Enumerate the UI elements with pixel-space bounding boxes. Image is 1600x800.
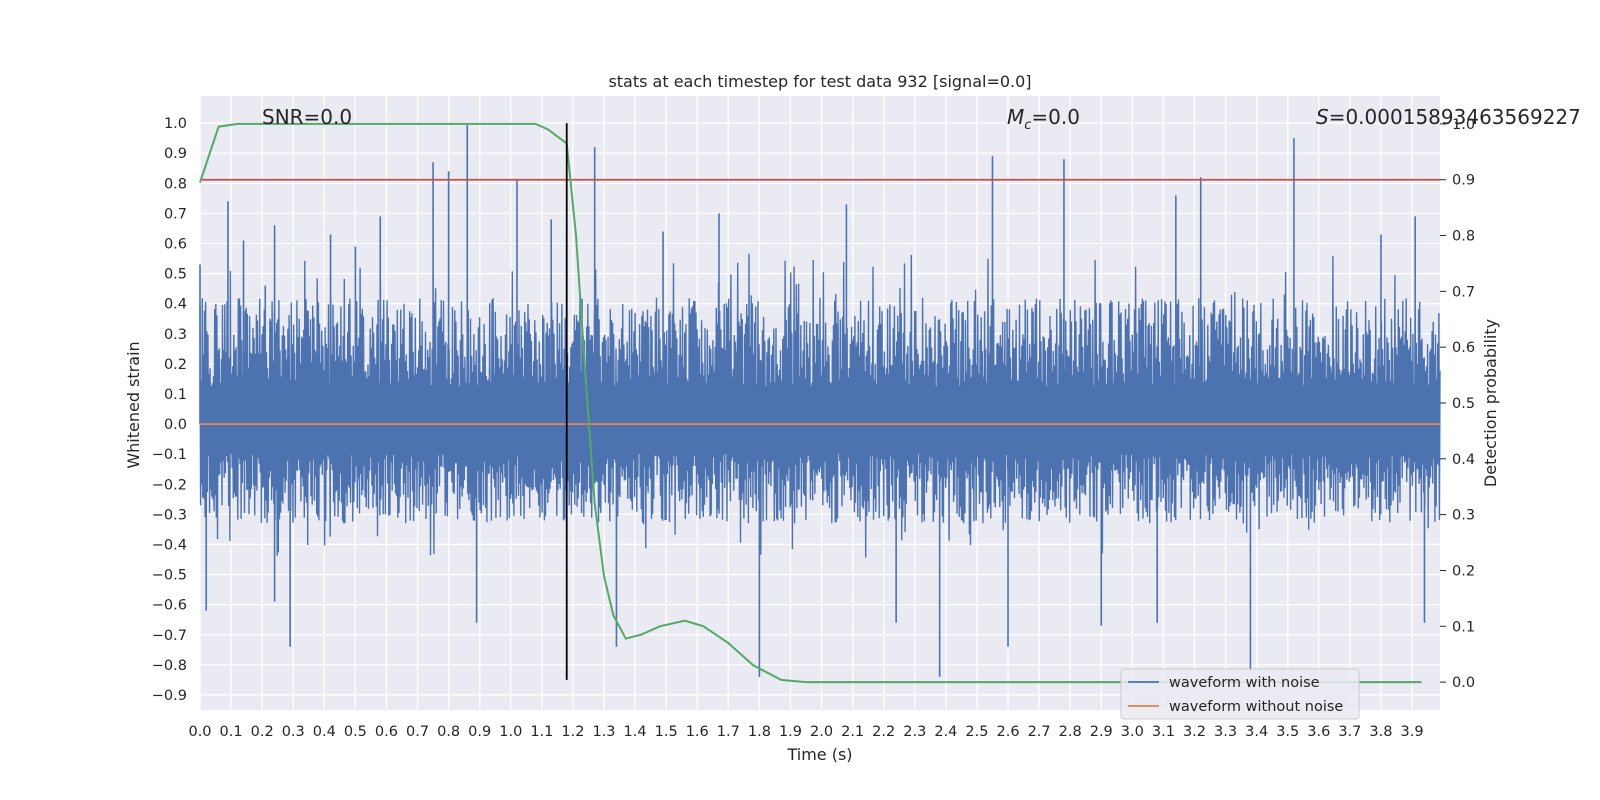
- x-tick-label: 0.6: [375, 724, 398, 740]
- right-y-tick-label: 1.0: [1452, 117, 1475, 133]
- x-tick-label: 1.8: [748, 724, 771, 740]
- y-tick-label: −0.4: [152, 537, 187, 553]
- x-tick-label: 0.2: [251, 724, 274, 740]
- y-tick-label: 0.7: [164, 206, 187, 222]
- legend: waveform with noise waveform without noi…: [1120, 668, 1360, 720]
- x-tick-label: 1.7: [717, 724, 740, 740]
- y-tick-label: 0.3: [164, 327, 187, 343]
- y-tick-label: −0.5: [152, 568, 187, 584]
- x-tick-label: 3.8: [1369, 724, 1392, 740]
- legend-label-noise: waveform with noise: [1169, 675, 1320, 691]
- x-tick-label: 1.5: [655, 724, 678, 740]
- x-tick-label: 1.2: [561, 724, 584, 740]
- y-tick-label: −0.7: [152, 628, 187, 644]
- x-tick-label: 2.4: [934, 724, 957, 740]
- x-tick-label: 2.0: [810, 724, 833, 740]
- x-tick-label: 0.1: [220, 724, 243, 740]
- y-axis-label: Whitened strain: [124, 341, 143, 468]
- chirp-mass-annotation: Mc=0.0: [1007, 105, 1080, 133]
- x-tick-label: 2.9: [1090, 724, 1113, 740]
- right-y-tick-label: 0.5: [1452, 396, 1475, 412]
- right-y-tick-label: 0.8: [1452, 229, 1475, 245]
- right-y-tick-label: 0.1: [1452, 619, 1475, 635]
- x-tick-label: 3.0: [1121, 724, 1144, 740]
- y-tick-label: 1.0: [164, 116, 187, 132]
- x-tick-label: 3.3: [1214, 724, 1237, 740]
- y-tick-label: −0.6: [152, 598, 187, 614]
- right-y-tick-label: 0.3: [1452, 508, 1475, 524]
- x-tick-label: 0.7: [406, 724, 429, 740]
- right-y-tick-label: 0.2: [1452, 563, 1475, 579]
- x-tick-label: 2.8: [1059, 724, 1082, 740]
- x-tick-label: 3.6: [1307, 724, 1330, 740]
- x-tick-label: 0.4: [313, 724, 336, 740]
- right-y-axis-label: Detection probability: [1481, 319, 1500, 487]
- right-y-tick-label: 0.7: [1452, 284, 1475, 300]
- x-tick-label: 0.8: [437, 724, 460, 740]
- snr-annotation: SNR=0.0: [262, 105, 352, 129]
- x-tick-label: 1.6: [686, 724, 709, 740]
- y-tick-label: 0.1: [164, 387, 187, 403]
- x-tick-label: 2.5: [965, 724, 988, 740]
- x-tick-label: 2.1: [841, 724, 864, 740]
- x-tick-label: 3.1: [1152, 724, 1175, 740]
- y-tick-label: 0.8: [164, 176, 187, 192]
- y-tick-label: −0.8: [152, 658, 187, 674]
- x-tick-label: 0.0: [188, 724, 211, 740]
- noise-trace: [199, 253, 1441, 558]
- x-tick-label: 1.0: [499, 724, 522, 740]
- right-y-tick-label: 0.4: [1452, 452, 1475, 468]
- chart-title: stats at each timestep for test data 932…: [608, 72, 1031, 91]
- y-tick-label: −0.2: [152, 477, 187, 493]
- right-y-tick-label: 0.9: [1452, 173, 1475, 189]
- right-y-tick-label: 0.0: [1452, 675, 1475, 691]
- y-tick-label: 0.9: [164, 146, 187, 162]
- right-y-tick-labels: 1.0 0.9 0.8 0.7 0.6 0.5 0.4 0.3 0.2 0.1 0.0: [1440, 117, 1475, 691]
- x-tick-label: 0.3: [282, 724, 305, 740]
- legend-label-clean: waveform without noise: [1169, 699, 1343, 715]
- x-tick-label: 0.9: [468, 724, 491, 740]
- y-tick-label: 0.0: [164, 417, 187, 433]
- x-tick-label: 1.1: [530, 724, 553, 740]
- x-tick-label: 2.6: [996, 724, 1019, 740]
- s-statistic-annotation: S=0.00015893463569227: [1316, 105, 1581, 129]
- x-tick-labels: 0.0 0.1 0.2 0.3 0.4 0.5 0.6 0.7 0.8 0.9 1.0 1.1 1.2 1…: [188, 724, 1423, 740]
- x-tick-label: 3.7: [1338, 724, 1361, 740]
- y-tick-label: −0.1: [152, 447, 187, 463]
- series-lines: [199, 122, 1440, 684]
- y-tick-label: −0.9: [152, 688, 187, 704]
- y-tick-label: 0.6: [164, 236, 187, 252]
- x-tick-label: 2.2: [872, 724, 895, 740]
- x-tick-label: 1.3: [592, 724, 615, 740]
- y-tick-labels: 1.0 0.9 0.8 0.7 0.6 0.5 0.4 0.3 0.2 0.1 0.0 −0.1 −0.…: [152, 116, 187, 704]
- x-tick-label: 0.5: [344, 724, 367, 740]
- y-tick-label: 0.2: [164, 357, 187, 373]
- y-tick-label: 0.5: [164, 267, 187, 283]
- x-tick-label: 3.4: [1245, 724, 1268, 740]
- x-tick-label: 3.5: [1276, 724, 1299, 740]
- y-tick-label: 0.4: [164, 297, 187, 313]
- x-tick-label: 1.4: [624, 724, 647, 740]
- x-tick-label: 1.9: [779, 724, 802, 740]
- x-tick-label: 2.7: [1028, 724, 1051, 740]
- x-axis-label: Time (s): [786, 745, 852, 764]
- y-tick-label: −0.3: [152, 507, 187, 523]
- x-tick-label: 3.9: [1400, 724, 1423, 740]
- x-tick-label: 3.2: [1183, 724, 1206, 740]
- right-y-tick-label: 0.6: [1452, 340, 1475, 356]
- x-tick-label: 2.3: [903, 724, 926, 740]
- detection-probability-line: [199, 122, 1422, 684]
